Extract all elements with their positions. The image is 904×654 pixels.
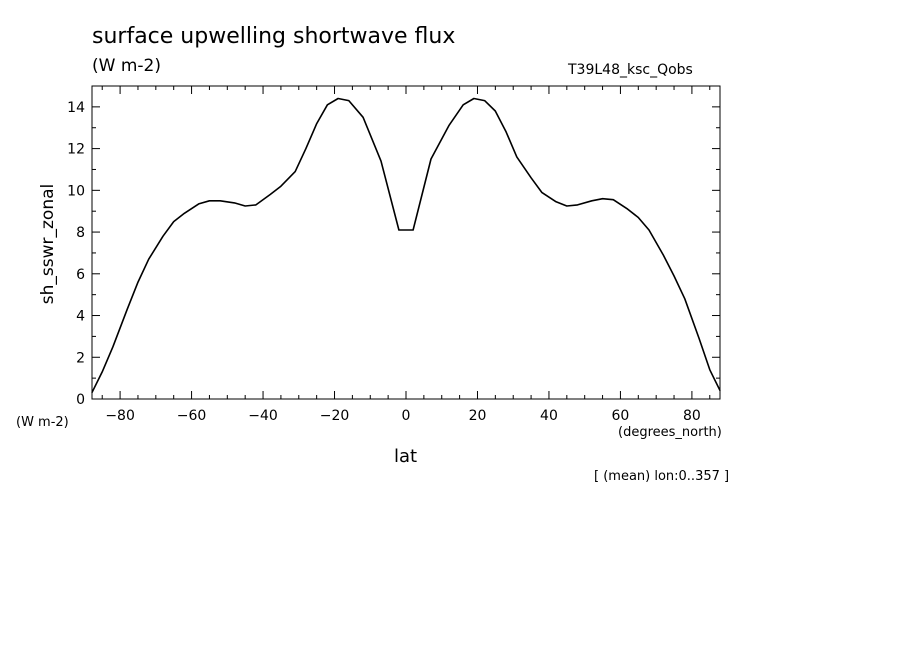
y-tick-label: 8 xyxy=(76,225,85,241)
x-tick-label: −60 xyxy=(177,408,207,424)
footnote: [ (mean) lon:0..357 ] xyxy=(594,469,730,484)
x-tick-label: −20 xyxy=(320,408,350,424)
y-tick-label: 4 xyxy=(76,309,85,325)
title-units: (W m-2) xyxy=(92,56,161,76)
chart-title: surface upwelling shortwave flux xyxy=(92,24,456,49)
plot-frame xyxy=(91,85,721,400)
x-tick-label: −40 xyxy=(248,408,278,424)
y-tick-label: 0 xyxy=(76,392,85,408)
y-axis-units: (W m-2) xyxy=(16,415,69,430)
y-tick-label: 2 xyxy=(76,350,85,366)
x-tick-label: 60 xyxy=(612,408,630,424)
x-tick-label: 0 xyxy=(402,408,411,424)
run-label: T39L48_ksc_Qobs xyxy=(568,62,693,78)
x-tick-label: −80 xyxy=(105,408,135,424)
x-axis-label: lat xyxy=(394,446,418,467)
y-tick-label: 14 xyxy=(67,100,85,116)
series-line xyxy=(91,97,721,394)
y-tick-label: 10 xyxy=(67,183,85,199)
x-tick-label: 20 xyxy=(469,408,487,424)
y-tick-label: 6 xyxy=(76,267,85,283)
x-axis-units: (degrees_north) xyxy=(618,425,722,440)
x-tick-label: 40 xyxy=(540,408,558,424)
x-tick-label: 80 xyxy=(683,408,701,424)
y-tick-label: 12 xyxy=(67,142,85,158)
